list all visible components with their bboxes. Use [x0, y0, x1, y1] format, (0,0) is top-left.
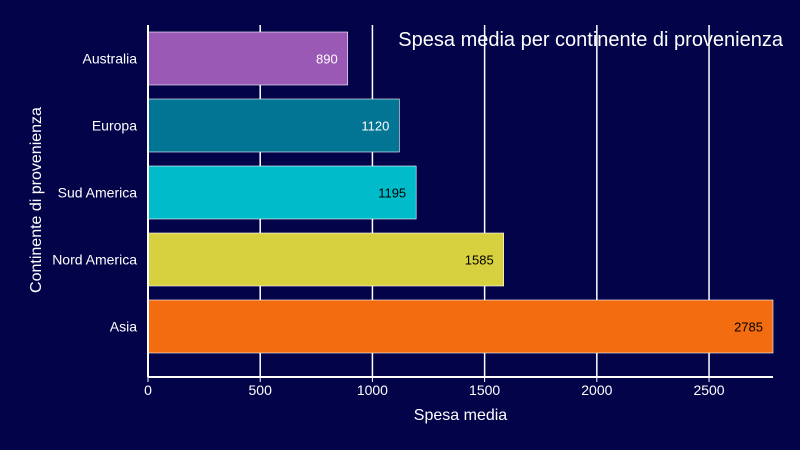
bar: [147, 165, 417, 220]
axes: Australia Europa Sud America Nord America As…: [52, 25, 773, 398]
y-axis-title: Continente di provenienza: [28, 107, 45, 293]
x-tick-label: 1500: [469, 382, 500, 398]
bar-value-label: 890: [316, 52, 338, 67]
bar-value-label: 1195: [378, 186, 406, 201]
x-tick-label: 2500: [693, 382, 724, 398]
x-tick-label: 500: [249, 382, 273, 398]
y-tick-label: Europa: [92, 118, 137, 134]
x-axis-title: Spesa media: [414, 407, 507, 424]
bar-value-label: 1585: [465, 253, 494, 268]
y-tick-label: Asia: [110, 319, 137, 335]
x-tick-label: 1000: [357, 382, 388, 398]
bar-value-label: 1120: [361, 119, 389, 134]
bar: [147, 31, 349, 86]
y-tick-label: Nord America: [52, 252, 137, 268]
bar: [147, 299, 774, 354]
bar: [147, 232, 505, 287]
x-tick-label: 2000: [581, 382, 612, 398]
x-tick-label: 0: [144, 382, 152, 398]
y-tick-label: Sud America: [58, 185, 138, 201]
chart-title: Spesa media per continente di provenienz…: [398, 29, 784, 51]
y-tick-label: Australia: [83, 51, 138, 67]
bars: 890 1120 1195 1585 2785: [147, 31, 774, 354]
bar-value-label: 2785: [734, 320, 763, 335]
